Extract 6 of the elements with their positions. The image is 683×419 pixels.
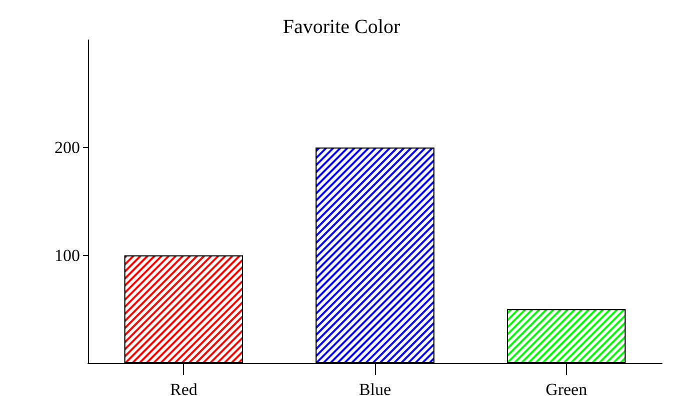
x-tick-label: Green	[546, 380, 588, 399]
chart-title: Favorite Color	[282, 16, 400, 38]
y-tick-label: 200	[54, 138, 80, 158]
x-tick-label: Blue	[358, 380, 392, 399]
y-tick-label: 100	[54, 246, 80, 265]
x-tick-label: Red	[170, 380, 198, 399]
